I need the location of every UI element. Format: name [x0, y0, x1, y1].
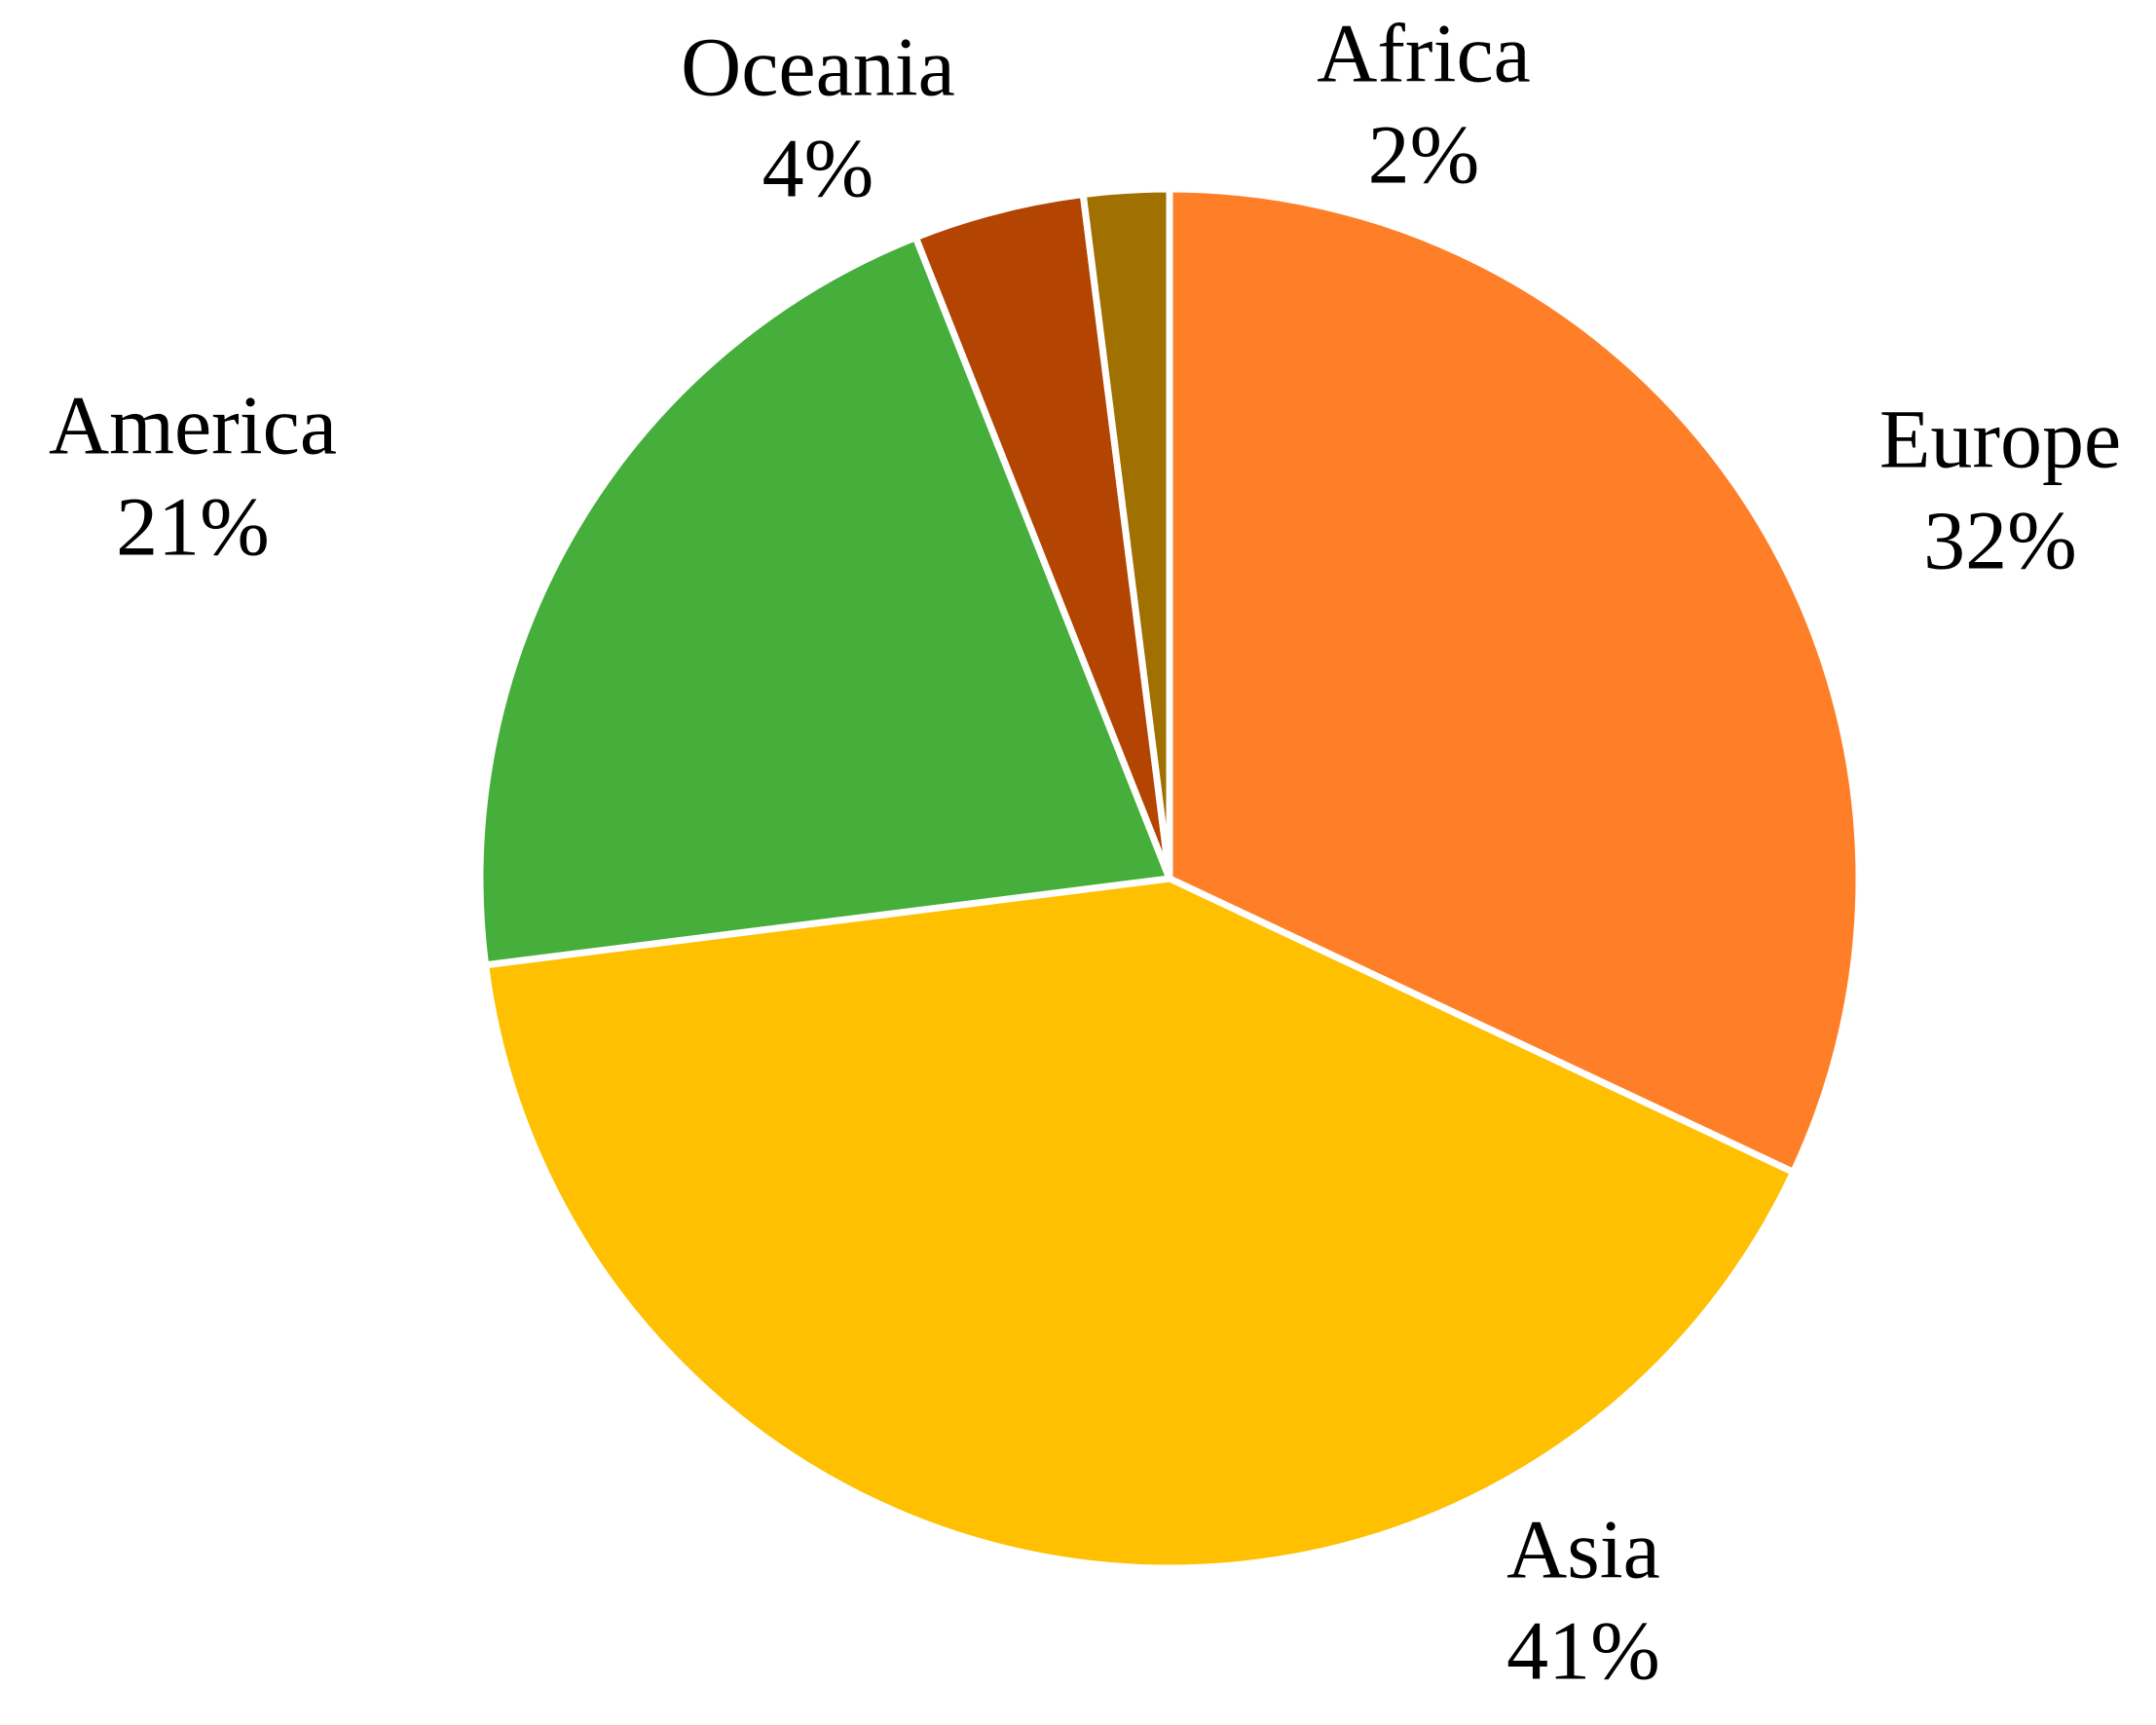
value-label: 41%: [1506, 1604, 1660, 1698]
value-label: 4%: [762, 122, 874, 215]
slice-label: Asia: [1506, 1503, 1660, 1596]
slice-label: America: [49, 379, 337, 472]
value-label: 21%: [116, 480, 270, 574]
slice-label: Oceania: [681, 20, 955, 114]
value-label: 32%: [1923, 494, 2077, 587]
slice-label: Africa: [1317, 7, 1531, 100]
slice-label: Europe: [1879, 393, 2121, 486]
pie-slice: [476, 233, 1174, 969]
pie-slice: [1166, 185, 1863, 1178]
value-label: 2%: [1368, 108, 1480, 202]
pie-slice: [1079, 185, 1173, 880]
pie-slice: [481, 875, 1799, 1572]
